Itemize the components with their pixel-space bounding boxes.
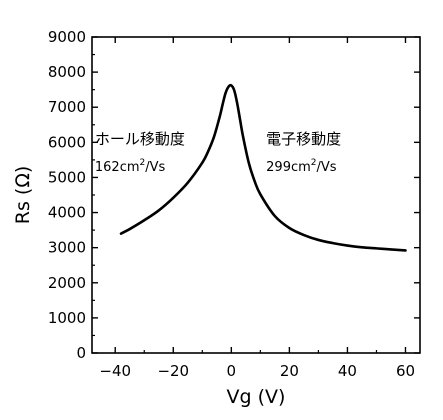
annotation-value-sup: 2 [311,158,317,168]
annotation-value-number: 162cm [95,160,140,175]
annotation-title: 電子移動度 [266,130,341,148]
annotation-value-sup: 2 [140,158,146,168]
y-tick-label: 3000 [48,239,86,257]
annotation-hole: ホール移動度 162cm2/Vs [95,130,185,175]
x-tick-label: −20 [157,362,189,380]
annotation-value-unit: /Vs [317,160,337,175]
x-tick-label: 20 [280,362,299,380]
x-tick-label: −40 [99,362,131,380]
y-tick-label: 8000 [48,63,86,81]
y-tick-label: 7000 [48,98,86,116]
x-tick-label: 40 [338,362,357,380]
y-tick-label: 6000 [48,133,86,151]
y-tick-label: 1000 [48,309,86,327]
x-axis-label: Vg (V) [227,386,286,408]
y-tick-label: 5000 [48,168,86,186]
y-tick-label: 9000 [48,28,86,46]
y-tick-label: 2000 [48,274,86,292]
y-tick-label: 0 [76,344,86,362]
series-line [119,83,407,252]
y-tick-label: 4000 [48,204,86,222]
annotation-value: 299cm2/Vs [266,158,337,175]
plot-frame [91,36,421,354]
axis-ticks [92,36,420,354]
x-tick-labels: −40 −20 0 20 40 60 [99,362,415,380]
annotation-value-unit: /Vs [145,160,165,175]
annotation-value: 162cm2/Vs [95,158,166,175]
annotation-title: ホール移動度 [95,130,185,148]
annotation-electron: 電子移動度 299cm2/Vs [266,130,341,175]
y-axis-label: Rs (Ω) [12,166,34,224]
x-tick-label: 0 [227,362,237,380]
annotation-value-number: 299cm [266,160,311,175]
x-tick-label: 60 [396,362,415,380]
y-tick-labels: 0 1000 2000 3000 4000 5000 6000 7000 8000 9000 [48,28,86,362]
